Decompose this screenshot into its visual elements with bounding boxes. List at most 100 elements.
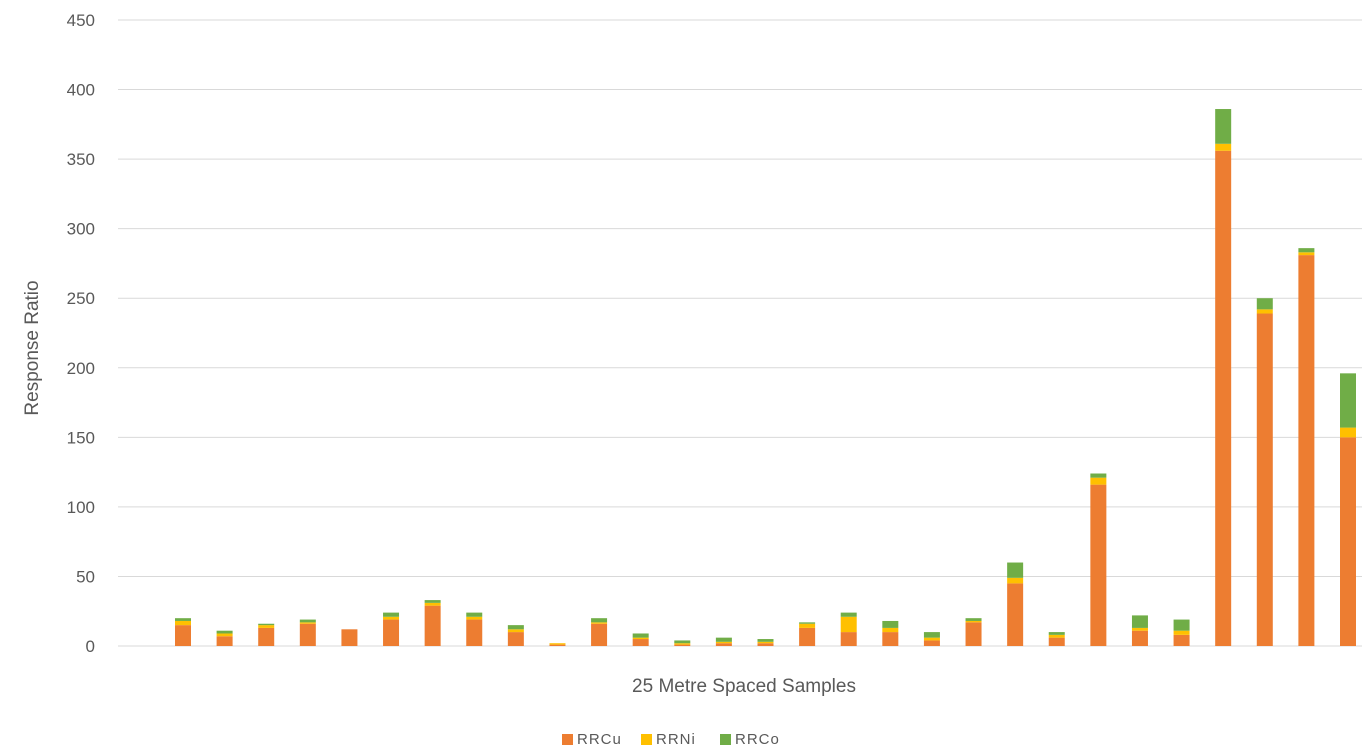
bar-segment-rrco xyxy=(632,633,649,638)
bar-segment-rrco xyxy=(965,618,982,621)
bar-segment-rrni xyxy=(507,629,524,633)
bar-segment-rrcu xyxy=(799,627,816,646)
bar-segment-rrni xyxy=(1173,630,1190,635)
bar-segment-rrco xyxy=(383,612,400,617)
legend-swatch-rrcu xyxy=(562,734,573,745)
bar-segment-rrco xyxy=(674,640,691,644)
bar-segment-rrcu xyxy=(591,623,608,646)
y-tick-label: 0 xyxy=(86,637,95,656)
bar-segment-rrcu xyxy=(840,632,857,646)
legend-label-rrni: RRNi xyxy=(656,731,696,748)
bar-segment-rrcu xyxy=(757,643,774,646)
bar-segment-rrco xyxy=(216,630,233,634)
bar-segment-rrcu xyxy=(1340,437,1356,646)
bar-segment-rrni xyxy=(1298,252,1315,256)
bar-segment-rrcu xyxy=(1298,255,1315,646)
y-axis-title: Response Ratio xyxy=(22,280,43,415)
bar-segment-rrcu xyxy=(299,623,316,646)
y-tick-label: 50 xyxy=(76,567,95,586)
y-tick-label: 250 xyxy=(67,289,95,308)
bar-segment-rrcu xyxy=(923,640,940,646)
bar-segment-rrni xyxy=(799,623,816,628)
bar-segment-rrni xyxy=(216,633,233,637)
bar-segment-rrco xyxy=(424,600,441,603)
bar-segment-rrni xyxy=(258,625,275,628)
bar-segment-rrco xyxy=(1048,632,1065,635)
bar-segment-rrco xyxy=(882,620,899,628)
y-tick-label: 300 xyxy=(67,220,95,239)
bar-segment-rrco xyxy=(1173,619,1190,631)
bar-segment-rrco xyxy=(1090,473,1107,478)
bar-segment-rrcu xyxy=(466,619,483,646)
bar-segment-rrni xyxy=(383,616,400,620)
bar-segment-rrcu xyxy=(1173,634,1190,646)
bar-segment-rrco xyxy=(1256,298,1273,310)
bar-segment-rrni xyxy=(965,620,982,623)
bar-segment-rrco xyxy=(175,618,191,621)
bar-segment-rrni xyxy=(591,622,608,624)
bar-segment-rrco xyxy=(1215,109,1232,144)
bar-segment-rrco xyxy=(715,637,732,642)
bar-segment-rrcu xyxy=(549,644,566,646)
bar-segment-rrni xyxy=(674,643,691,645)
gridlines xyxy=(118,19,1362,577)
bar-segment-rrco xyxy=(1007,562,1024,578)
legend-swatch-rrco xyxy=(720,734,731,745)
bar-segment-rrcu xyxy=(882,632,899,646)
legend-label-rrcu: RRCu xyxy=(577,731,622,748)
bar-segment-rrcu xyxy=(216,636,233,646)
bar-segment-rrco xyxy=(258,623,275,626)
bar-segment-rrni xyxy=(923,637,940,641)
bar-segment-rrcu xyxy=(965,622,982,646)
bar-segment-rrni xyxy=(715,641,732,644)
bar-segment-rrco xyxy=(923,632,940,638)
y-tick-label: 100 xyxy=(67,498,95,517)
bar-segment-rrco xyxy=(840,612,857,617)
bar-segment-rrcu xyxy=(341,629,358,646)
bar-segment-rrco xyxy=(299,619,316,623)
bar-segment-rrni xyxy=(1215,143,1232,151)
bar-segment-rrcu xyxy=(1215,150,1232,646)
y-tick-label: 450 xyxy=(67,11,95,30)
bar-segment-rrni xyxy=(757,641,774,644)
bar-segment-rrni xyxy=(840,616,857,633)
bar-segment-rrcu xyxy=(715,643,732,646)
bar-segment-rrco xyxy=(591,618,608,623)
bar-segment-rrni xyxy=(1340,427,1356,438)
bar-segment-rrcu xyxy=(175,625,191,646)
bar-segment-rrcu xyxy=(1048,637,1065,646)
legend-label-rrco: RRCo xyxy=(735,731,780,748)
bar-segment-rrco xyxy=(1131,615,1148,628)
bar-segment-rrni xyxy=(1131,627,1148,631)
bar-segment-rrni xyxy=(1090,477,1107,485)
bar-segment-rrni xyxy=(175,620,191,626)
bar-segment-rrco xyxy=(1298,248,1315,253)
bar-segment-rrni xyxy=(882,627,899,633)
bar-segment-rrco xyxy=(757,639,774,642)
bar-segment-rrcu xyxy=(383,619,400,646)
legend-swatch-rrni xyxy=(641,734,652,745)
bar-segment-rrcu xyxy=(424,605,441,646)
bar-segment-rrcu xyxy=(632,639,649,646)
y-tick-label: 350 xyxy=(67,150,95,169)
bar-segment-rrni xyxy=(424,602,441,606)
bar-segment-rrcu xyxy=(1256,313,1273,646)
bar-segment-rrco xyxy=(799,622,816,624)
bar-segment-rrco xyxy=(1340,373,1356,428)
y-tick-label: 200 xyxy=(67,359,95,378)
y-tick-label: 150 xyxy=(67,428,95,447)
bar-segment-rrni xyxy=(1256,309,1273,314)
y-axis-tick-labels: 0 50 100 150 200 250 300 350 400 450 xyxy=(67,11,95,656)
bar-segment-rrni xyxy=(632,637,649,640)
bar-segment-rrcu xyxy=(1131,630,1148,646)
bar-segment-rrcu xyxy=(674,644,691,646)
bar-segment-rrco xyxy=(507,625,524,630)
bar-segment-rrni xyxy=(549,643,566,645)
bar-segment-rrni xyxy=(1007,577,1024,584)
bar-segment-rrcu xyxy=(1090,484,1107,646)
bar-segment-rrco xyxy=(466,612,483,617)
x-axis-title: 25 Metre Spaced Samples xyxy=(632,676,856,697)
bar-series-group xyxy=(175,109,1356,646)
bar-segment-rrni xyxy=(299,622,316,624)
bar-segment-rrni xyxy=(466,616,483,620)
